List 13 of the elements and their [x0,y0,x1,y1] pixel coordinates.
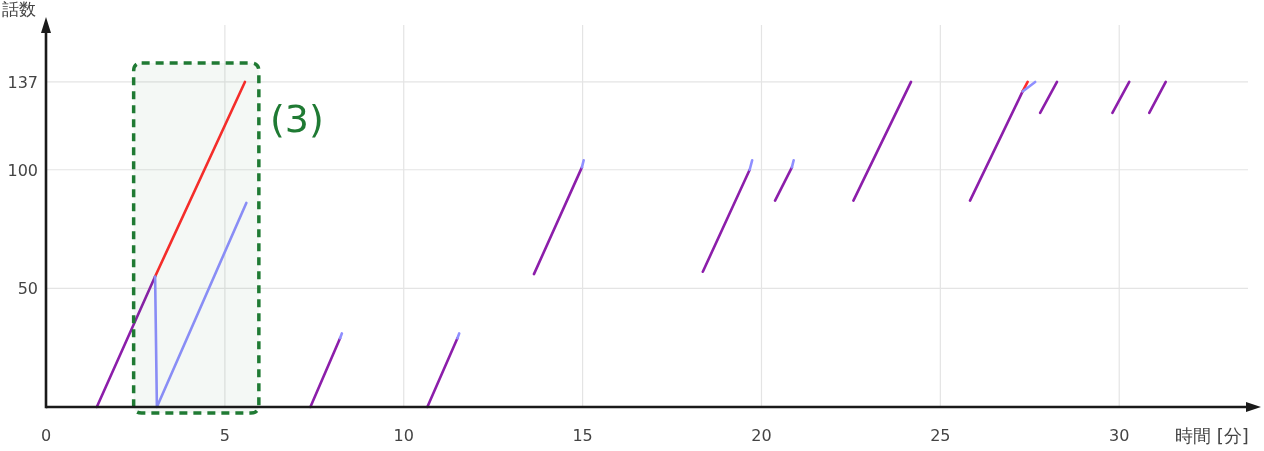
x-tick-label: 5 [219,426,230,445]
y-tick-label: 137 [7,72,38,92]
x-axis-title: 時間 [分] [1175,425,1249,446]
band-label: (3) [269,97,324,141]
x-tick-label: 10 [393,426,414,445]
x-tick-label: 15 [572,426,593,445]
x-tick-label: 25 [930,426,951,445]
y-tick-label: 50 [17,279,38,299]
y-tick-label: 100 [7,160,38,180]
x-tick-label: 0 [40,426,52,445]
x-tick-label: 30 [1109,426,1130,445]
x-tick-label: 20 [751,426,772,445]
y-axis-title: 話数 [2,0,36,19]
